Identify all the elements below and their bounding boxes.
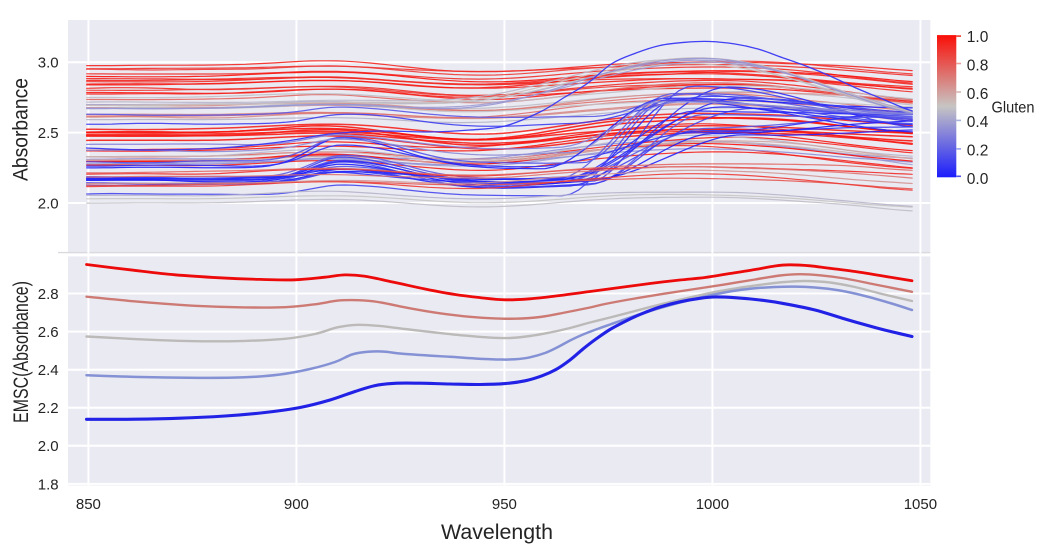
svg-text:0.6: 0.6: [967, 86, 989, 103]
svg-text:1.8: 1.8: [38, 476, 59, 493]
svg-text:0.8: 0.8: [967, 57, 989, 74]
svg-text:0.4: 0.4: [967, 114, 989, 131]
svg-text:Gluten: Gluten: [992, 99, 1035, 116]
svg-text:2.5: 2.5: [38, 125, 59, 142]
svg-text:2.8: 2.8: [38, 286, 59, 303]
svg-text:0.2: 0.2: [967, 143, 989, 160]
svg-text:900: 900: [284, 496, 309, 513]
svg-text:1000: 1000: [696, 496, 729, 513]
svg-text:2.6: 2.6: [38, 324, 59, 341]
svg-text:1.0: 1.0: [967, 29, 989, 46]
svg-text:1050: 1050: [904, 496, 937, 513]
svg-text:Wavelength: Wavelength: [441, 521, 553, 544]
svg-text:Absorbance: Absorbance: [10, 78, 33, 181]
svg-text:850: 850: [76, 496, 101, 513]
svg-text:EMSC(Absorbance): EMSC(Absorbance): [10, 281, 33, 423]
svg-text:3.0: 3.0: [38, 55, 59, 72]
svg-text:2.4: 2.4: [38, 362, 59, 379]
svg-text:950: 950: [492, 496, 517, 513]
svg-text:2.0: 2.0: [38, 195, 59, 212]
svg-text:2.2: 2.2: [38, 400, 59, 417]
svg-text:2.0: 2.0: [38, 438, 59, 455]
svg-text:0.0: 0.0: [967, 171, 989, 188]
